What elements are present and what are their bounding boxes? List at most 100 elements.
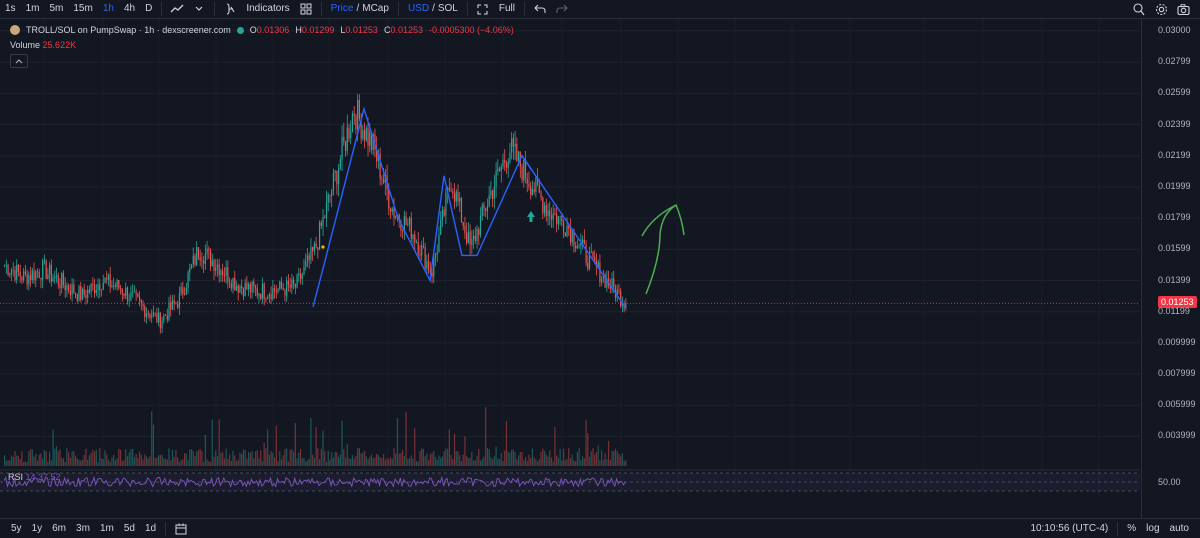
- volume-bar: [284, 449, 286, 466]
- volume-bar: [575, 461, 577, 466]
- chart-pane[interactable]: 1619222528Jul4710131619222528Aug4710: [0, 19, 1140, 531]
- price-toggle[interactable]: Price: [330, 3, 354, 14]
- volume-bar: [208, 461, 210, 466]
- candle-body: [481, 204, 483, 216]
- range-6m[interactable]: 6m: [52, 523, 67, 534]
- interval-5m[interactable]: 5m: [49, 3, 64, 14]
- auto-scale-toggle[interactable]: auto: [1169, 523, 1189, 534]
- full-button[interactable]: Full: [498, 3, 515, 14]
- volume-bar: [47, 461, 49, 466]
- usd-toggle[interactable]: USD: [407, 3, 430, 14]
- volume-bar: [357, 448, 359, 466]
- range-1y[interactable]: 1y: [31, 523, 43, 534]
- volume-bar: [535, 459, 537, 466]
- fullscreen-icon[interactable]: [475, 1, 491, 17]
- candle-body: [47, 273, 49, 280]
- volume-bar: [348, 458, 350, 466]
- volume-bar: [554, 426, 556, 466]
- candle-body: [559, 215, 561, 217]
- volume-bar: [427, 460, 430, 466]
- candle-body: [16, 264, 18, 281]
- volume-bar: [192, 450, 194, 466]
- range-1d[interactable]: 1d: [144, 523, 157, 534]
- volume-bar: [556, 455, 558, 466]
- settings-gear-icon[interactable]: [1153, 1, 1169, 17]
- interval-d[interactable]: D: [145, 3, 153, 14]
- go-to-date-icon[interactable]: [173, 521, 189, 537]
- event-marker[interactable]: [321, 245, 325, 249]
- range-5y[interactable]: 5y: [11, 523, 22, 534]
- interval-1m[interactable]: 1m: [25, 3, 40, 14]
- candle-body: [381, 178, 383, 180]
- toolbar-right-group: [1128, 0, 1194, 18]
- candle-body: [550, 216, 553, 220]
- volume-bar: [500, 452, 502, 466]
- arrow-up-marker-icon[interactable]: [527, 211, 535, 222]
- redo-icon[interactable]: [554, 1, 570, 17]
- candle-body: [61, 273, 63, 288]
- sol-toggle[interactable]: SOL: [437, 3, 458, 14]
- range-5d[interactable]: 5d: [123, 523, 135, 534]
- volume-bar: [609, 460, 611, 466]
- candle-body: [135, 291, 137, 294]
- collapse-legend-button[interactable]: [10, 54, 28, 68]
- volume-bar: [132, 448, 134, 466]
- volume-bar: [614, 448, 617, 466]
- candle-body: [93, 284, 96, 294]
- ohlc-close-key: C: [383, 25, 391, 35]
- candle-body: [388, 189, 390, 209]
- candle-body: [218, 264, 220, 276]
- indicators-icon[interactable]: [222, 1, 238, 17]
- candle-body: [211, 260, 213, 267]
- range-3m[interactable]: 3m: [76, 523, 90, 534]
- candle-body: [12, 270, 14, 272]
- candle-body: [80, 286, 82, 300]
- clock-timezone[interactable]: 10:10:56 (UTC-4): [1030, 523, 1109, 534]
- candle-body: [395, 215, 397, 218]
- trendline-drawing[interactable]: [521, 155, 533, 171]
- volume-bar: [173, 457, 175, 466]
- camera-screenshot-icon[interactable]: [1175, 1, 1191, 17]
- interval-15m[interactable]: 15m: [73, 3, 93, 14]
- volume-bar: [239, 452, 241, 466]
- price-axis[interactable]: 0.01253 50.00 0.03000 0.02799 0.02599 0.023…: [1141, 19, 1200, 518]
- token-logo-icon: [10, 25, 20, 35]
- candle-body: [10, 270, 13, 274]
- layout-grid-icon[interactable]: [298, 1, 314, 17]
- candle-body: [116, 280, 118, 288]
- chart-type-line-icon[interactable]: [169, 1, 185, 17]
- interval-4h[interactable]: 4h: [123, 3, 136, 14]
- volume-bar: [222, 452, 224, 466]
- trendline-drawing[interactable]: [312, 106, 627, 309]
- interval-1h[interactable]: 1h: [102, 3, 114, 14]
- price-change: -0.0005300 (−4.06%): [428, 25, 514, 35]
- candle-body: [33, 270, 35, 281]
- candle-body: [325, 201, 328, 218]
- range-1m[interactable]: 1m: [99, 523, 114, 534]
- interval-1s[interactable]: 1s: [5, 3, 16, 14]
- candle-body: [242, 288, 245, 297]
- candle-body: [273, 288, 276, 292]
- candle-body: [260, 293, 262, 299]
- chevron-down-icon[interactable]: [191, 1, 207, 17]
- freehand-arrow-head[interactable]: [641, 203, 685, 237]
- volume-bar: [218, 419, 220, 466]
- candlestick-chart[interactable]: [0, 19, 1140, 518]
- candle-body: [299, 273, 302, 280]
- volume-bar: [209, 461, 212, 466]
- search-chart-icon[interactable]: [1131, 1, 1147, 17]
- candle-body: [35, 271, 37, 281]
- log-scale-toggle[interactable]: log: [1146, 523, 1160, 534]
- indicators-button[interactable]: Indicators: [246, 3, 290, 14]
- percent-scale-toggle[interactable]: %: [1127, 523, 1137, 534]
- volume-bar: [443, 451, 445, 466]
- user-drawings[interactable]: [312, 106, 685, 309]
- volume-bar: [68, 452, 70, 466]
- volume-bar: [267, 429, 269, 466]
- freehand-arrow-drawing[interactable]: [645, 204, 677, 295]
- undo-icon[interactable]: [532, 1, 548, 17]
- mcap-toggle[interactable]: MCap: [362, 3, 389, 14]
- candle-body: [258, 293, 260, 296]
- candle-body: [331, 191, 333, 196]
- volume-bar: [457, 451, 459, 466]
